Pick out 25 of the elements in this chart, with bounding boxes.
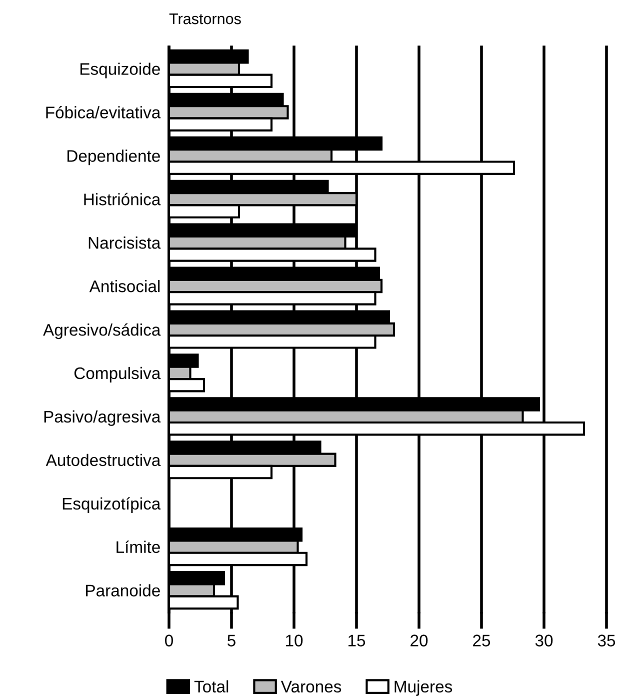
y-tick-label: Esquizoide: [80, 62, 160, 78]
x-tick-label: 20: [410, 634, 428, 646]
y-tick-label: Antisocial: [89, 280, 160, 292]
y-tick-label: Agresivo/sádica: [43, 323, 161, 340]
legend-label: Total: [194, 680, 228, 693]
x-tick-label: 35: [598, 634, 616, 646]
x-tick-label: 30: [535, 634, 553, 646]
x-tick-label: 5: [228, 634, 236, 646]
y-tick-label: Dependiente: [68, 150, 160, 166]
y-tick-label: Pasivo/agresiva: [44, 410, 161, 426]
x-tick-label: 0: [165, 634, 173, 646]
y-tick-label: Límite: [116, 540, 160, 554]
legend-label: Mujeres: [394, 680, 452, 696]
x-tick-label: 25: [473, 634, 490, 646]
y-tick-label: Compulsiva: [74, 366, 161, 382]
y-tick-label: Paranoide: [86, 584, 160, 596]
y-tick-label: Narcisista: [88, 236, 161, 249]
legend-label: Varones: [280, 680, 342, 693]
x-tick-label: 10: [286, 634, 303, 646]
y-tick-label: Fóbica/evitativa: [46, 106, 161, 118]
y-axis-title: Trastornos: [169, 14, 241, 24]
y-tick-label: Esquizotípica: [62, 497, 161, 513]
x-tick-label: 15: [348, 634, 366, 646]
y-tick-label: Histriónica: [84, 192, 161, 206]
y-tick-label: Autodestructiva: [46, 454, 161, 466]
